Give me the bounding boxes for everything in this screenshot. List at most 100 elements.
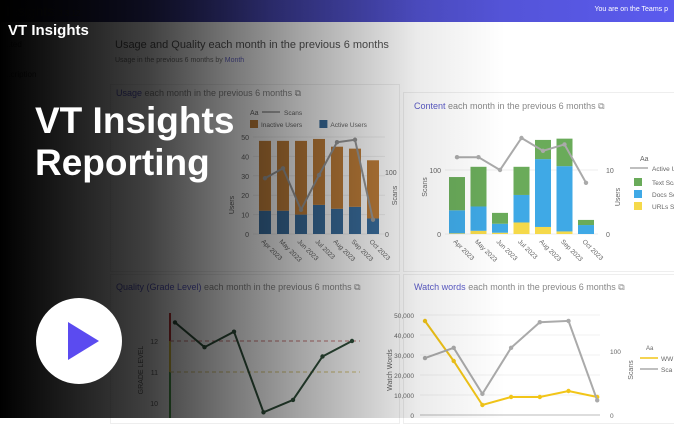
scans-point [370, 217, 376, 222]
series-ww-point [508, 394, 514, 400]
y-axis-label: Watch Words [387, 349, 394, 391]
legend-label: URLs Sca [652, 204, 674, 211]
play-icon [68, 322, 99, 360]
y-tick-label: 50,000 [394, 313, 414, 320]
series-sca-point [451, 345, 456, 350]
series-sca-point [480, 391, 485, 397]
series-sca-point [595, 398, 600, 403]
bar-docs-sca [556, 166, 573, 232]
y-tick-label: 10 [241, 213, 249, 220]
series-sca-point [537, 320, 542, 325]
y2-tick-label: 100 [385, 170, 397, 177]
series-ww-point [537, 394, 542, 400]
series-ww-point [480, 402, 485, 408]
bar-active-users [313, 204, 325, 234]
bar-urls-sca [556, 231, 573, 234]
big-title: VT Insights Reporting [35, 100, 234, 184]
bar-docs-sca [535, 159, 551, 227]
bar-urls-sca [449, 233, 465, 234]
grade-point [261, 410, 266, 415]
bar-docs-sca [578, 225, 594, 234]
grade-point [290, 397, 296, 403]
bar-active-users [349, 206, 361, 234]
bar-docs-sca [470, 206, 487, 231]
y2-axis-label: Scans [392, 185, 399, 205]
scans-point [519, 135, 524, 141]
y2-tick-label: 0 [610, 413, 614, 418]
bar-text-scan [449, 177, 465, 211]
y-tick-label: 100 [429, 168, 441, 175]
bar-urls-sca [513, 222, 530, 234]
y-tick-label: 30,000 [394, 353, 414, 360]
scans-point [298, 207, 304, 213]
bar-text-scan [513, 166, 530, 195]
scans-point [476, 155, 481, 160]
series-sca-point [422, 355, 428, 361]
scans-point [352, 137, 358, 142]
big-title-line2: Reporting [35, 142, 210, 183]
scans-point [454, 155, 460, 160]
x-tick-label: Aug 2023 [538, 238, 563, 263]
scans-point [562, 142, 567, 147]
legend-header: Aa [646, 346, 654, 352]
x-tick-label: Sep 2023 [559, 238, 584, 263]
scans-point [583, 180, 589, 185]
big-title-line1: VT Insights [35, 100, 235, 141]
legend-label: Scans [284, 110, 303, 117]
series-ww-point [566, 388, 571, 394]
legend-header: Aa [250, 110, 259, 117]
grade-line [174, 321, 353, 414]
y-tick-label: 11 [151, 370, 158, 377]
series-sca-line [424, 319, 599, 401]
y-axis-label: Users [229, 195, 236, 214]
scans-point [334, 140, 340, 145]
legend-swatch [634, 190, 642, 198]
legend-label: Sca [661, 367, 673, 374]
bar-docs-sca [449, 210, 465, 234]
y-tick-label: 20,000 [394, 373, 414, 380]
bar-text-scan [470, 166, 487, 207]
y-tick-label: 50 [241, 135, 249, 142]
bar-active-users [331, 208, 343, 234]
grade-point [172, 320, 178, 325]
legend-label: Docs Sca [652, 192, 674, 199]
series-ww-line [424, 320, 598, 407]
legend-label: Inactive Users [261, 122, 303, 129]
bar-urls-sca [492, 232, 508, 234]
y2-tick-label: 0 [385, 232, 389, 239]
legend-header: Aa [640, 156, 649, 163]
small-title: VT Insights [8, 22, 89, 39]
y-tick-label: 12 [150, 339, 158, 346]
bar-active-users [277, 210, 289, 234]
scans-point [540, 148, 546, 153]
series-sca-point [508, 345, 514, 350]
x-tick-label: Oct 2023 [581, 238, 605, 262]
grade-point [320, 354, 325, 359]
x-tick-label: Jul 2023 [516, 238, 539, 261]
legend-swatch [250, 120, 258, 128]
legend-label: WW [661, 356, 674, 363]
play-button[interactable] [36, 298, 122, 384]
y-tick-label: 30 [241, 174, 249, 181]
bar-active-users [295, 214, 307, 234]
y-tick-label: 40 [241, 154, 249, 161]
y2-tick-label: 10 [606, 168, 614, 175]
bar-urls-sca [535, 226, 551, 234]
y2-axis-label: Scans [628, 360, 635, 380]
grade-point [231, 329, 237, 334]
series-sca-point [566, 318, 571, 324]
bar-active-users [259, 210, 271, 234]
scans-point [262, 176, 268, 181]
grade-point [349, 338, 355, 344]
grade-point [202, 345, 207, 350]
bar-docs-sca [513, 194, 530, 223]
y2-tick-label: 0 [606, 232, 610, 239]
y2-axis-label: Users [615, 187, 622, 206]
x-tick-label: Apr 2023 [452, 238, 476, 262]
scans-point [316, 172, 322, 178]
series-ww-point [451, 358, 456, 364]
y-tick-label: 0 [410, 413, 414, 418]
legend-label: Text Scan [652, 180, 674, 187]
y-tick-label: 0 [437, 232, 441, 239]
y2-tick-label: 100 [610, 349, 621, 356]
